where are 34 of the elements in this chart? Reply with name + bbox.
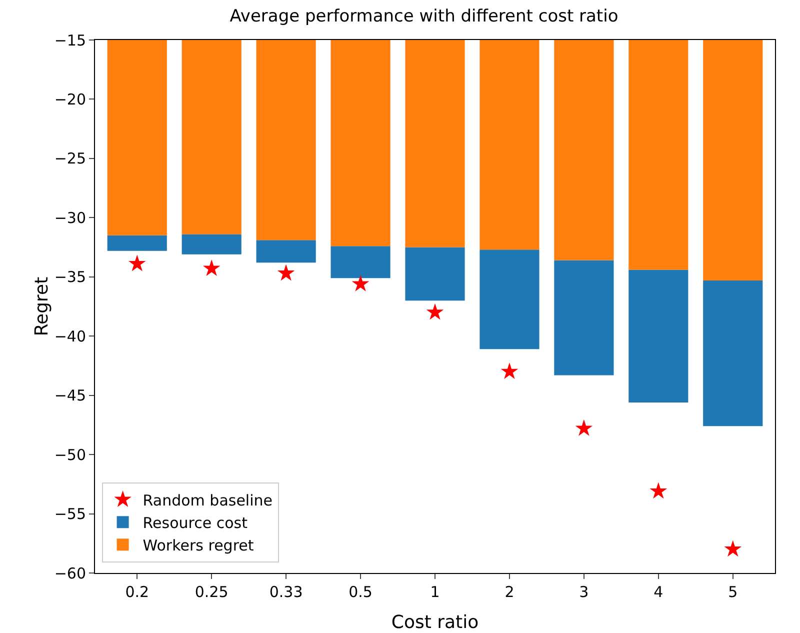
point <box>575 419 593 436</box>
point <box>650 482 668 499</box>
y-tick-label: −15 <box>54 31 86 50</box>
legend-label: Random baseline <box>142 491 273 510</box>
y-tick-label: −20 <box>54 90 86 108</box>
y-tick-label: −60 <box>54 564 86 582</box>
y-tick-label: −40 <box>54 327 86 346</box>
point <box>128 254 146 272</box>
point <box>277 264 295 281</box>
x-tick-label: 2 <box>504 583 514 601</box>
chart-title: Average performance with different cost ratio <box>230 6 618 26</box>
point <box>202 260 220 276</box>
x-tick-label: 5 <box>728 583 738 601</box>
legend-label: Workers regret <box>142 536 254 554</box>
y-tick-label: −55 <box>54 505 86 524</box>
x-tick-label: 3 <box>579 583 589 601</box>
x-axis-title: Cost ratio <box>391 612 479 633</box>
y-tick-label: −50 <box>54 446 86 464</box>
point <box>724 540 742 557</box>
y-tick-label: −45 <box>54 386 86 405</box>
x-tick-label: 0.2 <box>125 583 150 601</box>
point <box>352 274 370 292</box>
point <box>500 362 518 379</box>
y-tick-label: −25 <box>54 150 86 168</box>
point <box>426 303 444 320</box>
legend-label: Resource cost <box>142 514 248 532</box>
x-tick-label: 4 <box>654 583 664 601</box>
y-tick-label: −35 <box>54 268 86 286</box>
x-tick-label: 1 <box>430 583 440 601</box>
x-tick-label: 0.33 <box>269 583 303 601</box>
x-tick-label: 0.25 <box>194 583 228 601</box>
y-axis-title: Regret <box>31 276 52 336</box>
x-tick-label: 0.5 <box>348 583 372 601</box>
y-tick-label: −30 <box>54 208 86 227</box>
